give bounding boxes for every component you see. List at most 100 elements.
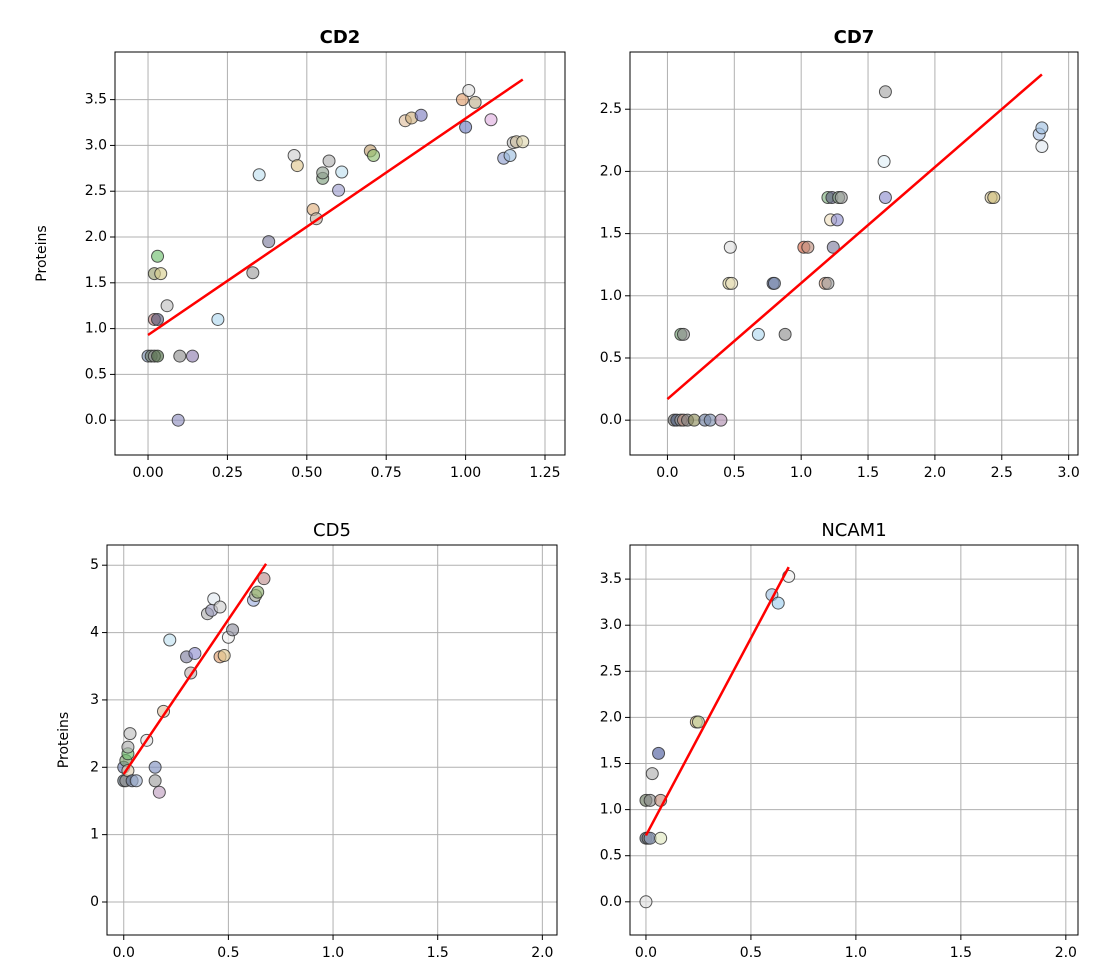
point	[826, 240, 840, 254]
point	[151, 312, 165, 326]
y-tick-label: 1.5	[85, 275, 107, 291]
point	[163, 633, 177, 647]
y-axis-label: Proteins	[56, 712, 72, 768]
fit-line	[122, 563, 268, 775]
point	[676, 327, 690, 341]
point	[226, 623, 240, 637]
x-tick-label: 0.0	[635, 945, 657, 961]
x-tick-label: 2.5	[991, 465, 1013, 481]
chart-title: CD7	[834, 27, 875, 48]
point	[121, 740, 135, 754]
point	[252, 168, 266, 182]
y-tick-label: 3.0	[600, 617, 622, 633]
point	[459, 120, 473, 134]
point	[211, 312, 225, 326]
axes-frame	[106, 544, 558, 936]
x-tick-label: 0.0	[656, 465, 678, 481]
x-tick-label: 3.0	[1058, 465, 1080, 481]
chart-title: NCAM1	[821, 520, 886, 541]
x-tick-label: 1.00	[450, 465, 481, 481]
subplot: 0.0 0.5 1.0 1.5 2.0 2.5 3.0 0.0 0.5 1.0 1.5 2.0 2.5 C…	[600, 27, 1080, 481]
x-tick-label: 2.0	[1055, 945, 1077, 961]
point	[414, 108, 428, 122]
y-tick-label: 0.5	[85, 366, 107, 382]
y-tick-label: 0.5	[600, 848, 622, 864]
axes-frame	[629, 544, 1079, 936]
x-tick-label: 0.25	[212, 465, 243, 481]
point	[1035, 140, 1049, 154]
y-tick-label: 3	[90, 692, 99, 708]
y-tick-label: 2.5	[600, 663, 622, 679]
axes-frame	[629, 51, 1079, 456]
y-tick-label: 0.0	[85, 412, 107, 428]
point	[751, 327, 765, 341]
y-tick-label: 0	[90, 894, 99, 910]
y-tick-label: 1.5	[600, 756, 622, 772]
point	[691, 715, 705, 729]
point	[987, 191, 1001, 205]
x-tick-label: 1.0	[322, 945, 344, 961]
point	[151, 349, 165, 363]
axes-frame	[114, 51, 566, 456]
point	[185, 349, 199, 363]
y-tick-label: 1.0	[600, 802, 622, 818]
y-tick-label: 3.5	[85, 92, 107, 108]
y-tick-label: 1.0	[85, 321, 107, 337]
x-tick-label: 0.5	[740, 945, 762, 961]
point	[251, 585, 265, 599]
point	[151, 249, 165, 263]
point	[148, 760, 162, 774]
fit-line	[644, 566, 790, 837]
subplot: 0.0 0.5 1.0 1.5 2.0 0 1 2 3 4 5 CD5 Proteins	[56, 520, 558, 961]
x-tick-label: 0.0	[113, 945, 135, 961]
point	[878, 191, 892, 205]
chart-title: CD2	[320, 27, 361, 48]
point	[877, 154, 891, 168]
subplot: 0.00 0.25 0.50 0.75 1.00 1.25 0.0 0.5 1.0 1.5 2.0 2…	[34, 27, 566, 481]
y-tick-label: 0.0	[600, 894, 622, 910]
x-tick-label: 1.25	[529, 465, 560, 481]
x-tick-label: 1.5	[857, 465, 879, 481]
fit-line	[147, 78, 524, 337]
point	[188, 646, 202, 660]
point	[714, 413, 728, 427]
point	[645, 767, 659, 781]
x-tick-label: 1.0	[790, 465, 812, 481]
subplot: 0.0 0.5 1.0 1.5 2.0 0.0 0.5 1.0 1.5 2.0 2.5 3.0 3.5 N…	[600, 520, 1079, 961]
y-tick-label: 2	[90, 759, 99, 775]
point	[213, 600, 227, 614]
point	[246, 266, 260, 280]
y-tick-label: 3.5	[600, 571, 622, 587]
point	[160, 299, 174, 313]
x-tick-label: 0.50	[291, 465, 322, 481]
y-tick-label: 1	[90, 827, 99, 843]
chart-title: CD5	[313, 520, 351, 541]
x-tick-label: 0.00	[132, 465, 163, 481]
point	[830, 213, 844, 227]
point	[484, 113, 498, 127]
point	[367, 148, 381, 162]
y-tick-label: 0.0	[600, 412, 622, 428]
point	[652, 746, 666, 760]
y-tick-label: 4	[90, 625, 99, 641]
y-tick-label: 2.0	[600, 709, 622, 725]
point	[148, 774, 162, 788]
point	[123, 727, 137, 741]
point	[171, 413, 185, 427]
point	[173, 349, 187, 363]
point	[217, 648, 231, 662]
point	[723, 240, 737, 254]
point	[639, 895, 653, 909]
point	[821, 276, 835, 290]
point	[503, 148, 517, 162]
point	[316, 166, 330, 180]
y-tick-label: 3.0	[85, 137, 107, 153]
point	[335, 165, 349, 179]
point	[468, 95, 482, 109]
x-tick-label: 1.5	[427, 945, 449, 961]
point	[778, 327, 792, 341]
point	[455, 93, 469, 107]
fit-line	[666, 73, 1043, 400]
point	[290, 159, 304, 173]
